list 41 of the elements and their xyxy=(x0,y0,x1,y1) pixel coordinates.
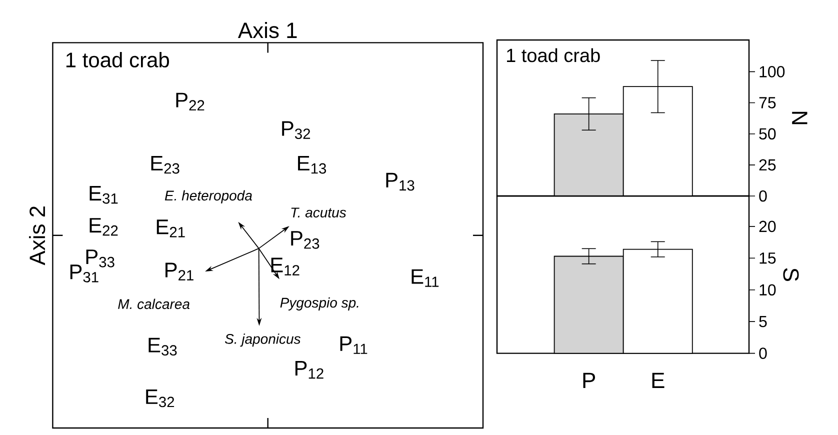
y-tick-label: 0 xyxy=(759,190,767,202)
text: M. calcarea xyxy=(118,298,190,310)
text: E$_{31}$ xyxy=(90,186,118,204)
text: P$_{33}$ xyxy=(86,250,114,268)
y-tick-label: 75 xyxy=(759,97,776,108)
text: E$_{33}$ xyxy=(148,338,177,356)
text: P$_{13}$ xyxy=(386,172,414,191)
text: T. acutus xyxy=(291,208,346,218)
text: Pygospio sp. xyxy=(280,297,358,311)
annotation: 1 toad crab xyxy=(507,48,600,62)
text: P$_{21}$ xyxy=(166,262,194,280)
text: P$_{11}$ xyxy=(340,336,368,354)
text: P$_{12}$ xyxy=(295,361,324,379)
y-tick-label: 15 xyxy=(760,252,776,264)
text: E. heteropoda xyxy=(164,190,252,204)
text: Axis 1 xyxy=(238,22,297,38)
y-tick-label: 50 xyxy=(759,128,776,140)
y-tick-label: 20 xyxy=(759,220,776,232)
text: P$_{23}$ xyxy=(291,231,320,249)
text: E$_{11}$ xyxy=(412,269,439,287)
text: E$_{13}$ xyxy=(298,156,326,174)
text: E$_{23}$ xyxy=(151,156,180,174)
x-tick-label: E xyxy=(652,372,664,388)
text: P$_{22}$ xyxy=(176,92,204,110)
y-axis-title: N xyxy=(792,112,808,124)
x-tick-label: P xyxy=(583,372,596,388)
y-tick-label: 100 xyxy=(760,66,785,78)
text: P$_{31}$ xyxy=(70,264,98,282)
text: E$_{12}$ xyxy=(271,258,300,276)
text: P$_{32}$ xyxy=(282,121,310,140)
y-tick-label: 25 xyxy=(759,159,776,171)
y-tick-label: 5 xyxy=(759,316,767,328)
text: E$_{32}$ xyxy=(146,390,174,408)
text: E$_{21}$ xyxy=(156,220,185,238)
text: Axis 2 xyxy=(29,206,46,266)
text: S. japonicus xyxy=(224,334,301,347)
y-tick-label: 10 xyxy=(760,284,776,296)
y-tick-label: 0 xyxy=(759,348,767,360)
y-axis-title: S xyxy=(783,268,799,282)
text: 1 toad crab xyxy=(66,52,169,68)
text: E$_{22}$ xyxy=(90,218,118,236)
